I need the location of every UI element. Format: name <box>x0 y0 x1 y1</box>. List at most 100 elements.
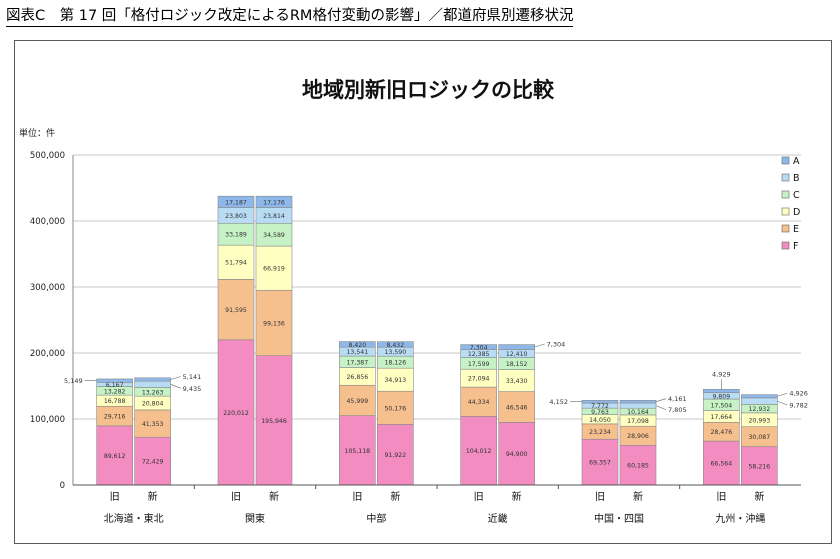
x-axis: 旧新北海道・東北旧 新関東旧 新中部旧 新近畿旧 新中国・四国旧 新九州・沖縄 <box>73 484 801 525</box>
data-label: 27,094 <box>468 376 490 383</box>
x-group-label: 北海道・東北 <box>104 512 164 525</box>
bar-segment-D <box>217 244 255 280</box>
bar-segment-A <box>581 400 619 404</box>
x-bar-label: 旧 <box>110 491 120 503</box>
outside-data-label: 4,161 <box>668 395 687 403</box>
legend-swatch-F <box>781 241 790 250</box>
data-label: 66,564 <box>711 461 733 468</box>
legend-label: E <box>793 224 799 235</box>
data-label: 18,126 <box>385 360 407 367</box>
data-label: 29,716 <box>104 414 126 421</box>
bar-segment-A <box>217 195 255 208</box>
data-label: 10,164 <box>627 409 649 416</box>
bar-segment-A <box>377 341 414 348</box>
data-label: 104,012 <box>466 448 492 455</box>
y-tick-label: 100,000 <box>30 415 65 425</box>
data-label: 17,504 <box>711 402 733 409</box>
leader-line <box>655 405 667 410</box>
outside-data-label: 4,926 <box>789 390 808 398</box>
y-axis: 0 100,000 200,000 300,000 400,000 500,000 <box>30 151 74 491</box>
data-label: 220,012 <box>223 410 249 417</box>
outside-data-label: 7,805 <box>668 406 687 414</box>
bar-segment-E <box>377 390 414 425</box>
x-bar-label: 旧 <box>231 491 241 503</box>
leader-line <box>777 392 788 397</box>
x-bar-label: 旧 <box>474 491 484 503</box>
leader-line <box>655 398 667 402</box>
bar-segment-B <box>134 380 171 388</box>
x-bar-label: 旧 <box>716 491 726 503</box>
leader-line <box>534 343 545 348</box>
data-label: 69,357 <box>589 460 611 467</box>
x-bar-label: 新 <box>269 490 279 503</box>
data-label: 23,814 <box>263 213 285 220</box>
data-label: 7,772 <box>591 403 609 410</box>
x-group-label: 関東 <box>245 512 265 525</box>
data-label: 20,804 <box>142 401 164 408</box>
bar-segment-F <box>741 446 778 486</box>
bar-segment-E <box>498 391 535 423</box>
x-bar-label: 旧 <box>595 491 605 503</box>
data-label: 17,664 <box>711 414 733 421</box>
legend-swatch-E <box>781 224 790 233</box>
data-label: 91,922 <box>385 452 407 459</box>
x-bar-label: 新 <box>633 490 643 503</box>
legend-label: B <box>793 173 800 184</box>
data-label: 14,050 <box>589 417 611 424</box>
chart-title: 地域別新旧ロジックの比較 <box>302 78 555 102</box>
bar-segment-A <box>619 400 657 404</box>
y-tick-label: 500,000 <box>30 151 65 161</box>
outside-data-label: 7,304 <box>547 341 566 349</box>
data-label: 6,167 <box>106 382 124 389</box>
data-label: 17,387 <box>347 359 369 366</box>
x-bar-label: 新 <box>512 490 522 503</box>
stacked-bar-chart: 地域別新旧ロジックの比較 単位：件 0 100,000 200,000 300,000… <box>19 78 808 525</box>
data-label: 51,794 <box>225 260 247 267</box>
outside-data-label: 9,435 <box>183 385 202 393</box>
data-label: 30,087 <box>749 434 771 441</box>
legend-label: F <box>793 241 798 252</box>
legend-label: D <box>793 207 800 218</box>
bar-segment-A <box>741 394 778 399</box>
data-label: 12,932 <box>749 406 771 413</box>
data-label: 33,189 <box>225 232 247 239</box>
outside-data-label: 5,149 <box>64 377 83 385</box>
x-bar-label: 新 <box>754 490 764 503</box>
data-label: 34,913 <box>385 377 407 384</box>
bar-segment-E <box>255 289 293 356</box>
data-label: 17,176 <box>263 199 285 206</box>
bar-segment-D <box>255 245 293 291</box>
outside-data-label: 4,929 <box>712 370 731 378</box>
x-bar-label: 新 <box>148 490 158 503</box>
figure-title: 図表C 第 17 回「格付ロジック改定によるRM格付変動の影響」／都道府県別遷移… <box>6 4 574 27</box>
data-label: 8,420 <box>348 342 366 349</box>
x-group-label: 近畿 <box>488 512 508 525</box>
data-label: 89,612 <box>104 453 126 460</box>
bar-segment-B <box>741 397 778 405</box>
leader-line <box>170 384 181 389</box>
leader-line <box>777 400 788 406</box>
data-label: 17,187 <box>225 199 247 206</box>
data-label: 34,589 <box>263 232 285 239</box>
data-label: 46,546 <box>506 405 528 412</box>
bar-segment-E <box>217 279 255 341</box>
bar-segment-F <box>255 355 293 486</box>
outside-data-label: 5,141 <box>183 373 202 381</box>
bar-segment-B <box>619 402 657 409</box>
data-label: 94,900 <box>506 451 528 458</box>
bar-segment-E <box>339 384 376 416</box>
y-tick-label: 200,000 <box>30 349 65 359</box>
data-label: 12,410 <box>506 351 528 358</box>
data-label: 17,098 <box>627 418 649 425</box>
data-label: 16,788 <box>104 398 126 405</box>
data-label: 99,136 <box>263 320 285 327</box>
bar-segment-F <box>581 438 619 486</box>
data-label: 13,282 <box>104 388 126 395</box>
bar-segment-A <box>255 195 293 208</box>
data-label: 44,334 <box>468 399 490 406</box>
bar-segment-E <box>460 386 497 417</box>
data-label: 9,763 <box>591 409 609 416</box>
legend-swatch-B <box>781 173 790 182</box>
